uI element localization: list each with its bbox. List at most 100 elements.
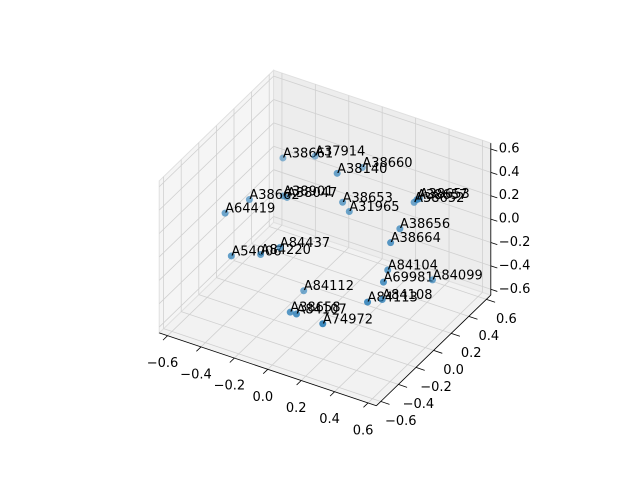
point — [300, 287, 308, 295]
tick-mark — [329, 391, 335, 397]
point — [279, 154, 287, 162]
point-label: A84437 — [280, 236, 330, 251]
point-label: A84107 — [296, 303, 346, 318]
point — [221, 209, 229, 217]
grid-line — [273, 145, 491, 220]
grid-line — [273, 122, 491, 197]
tick-mark — [490, 148, 498, 152]
point-label: A38653 — [343, 191, 393, 206]
x-tick-label: −0.4 — [180, 367, 212, 382]
grid-line — [158, 216, 274, 328]
grid-line — [233, 260, 452, 334]
point — [257, 251, 265, 259]
point — [333, 169, 341, 177]
point — [345, 208, 353, 216]
tick-mark — [415, 367, 425, 371]
grid-line — [273, 99, 491, 173]
point-label: A38656 — [400, 217, 450, 232]
x-tick-label: 0.6 — [353, 423, 374, 438]
tick-mark — [296, 380, 302, 386]
x-tick-label: 0.0 — [252, 390, 273, 405]
point-label: A38140 — [337, 162, 387, 177]
grid-line — [158, 122, 274, 234]
point — [410, 198, 418, 206]
tick-mark — [380, 401, 390, 405]
point-label: A38662 — [249, 188, 299, 203]
grid-line — [216, 277, 434, 351]
z-tick-label: 0.4 — [499, 165, 520, 180]
tick-mark — [433, 350, 443, 354]
tick-mark — [398, 384, 408, 388]
y-tick-label: 0.4 — [478, 329, 499, 344]
point-label: A84112 — [304, 279, 354, 294]
y-tick-label: −0.2 — [420, 380, 452, 395]
tick-mark — [451, 333, 461, 337]
grid-line — [163, 328, 381, 402]
point — [428, 276, 436, 284]
point-label: A38657 — [417, 188, 467, 203]
x-tick-label: −0.6 — [147, 356, 179, 371]
grid-line — [198, 294, 417, 368]
point — [384, 266, 392, 274]
point — [292, 310, 300, 318]
grid-line — [158, 169, 274, 281]
z-tick-label: 0.2 — [499, 188, 520, 203]
grid-line — [158, 192, 274, 304]
point-label: A38653 — [420, 187, 470, 202]
z-tick-label: −0.6 — [499, 282, 531, 297]
z-tick-label: 0.0 — [499, 212, 520, 227]
tick-mark — [490, 218, 498, 222]
grid-line — [158, 75, 274, 188]
grid-line — [273, 216, 491, 290]
point-label: A31965 — [349, 200, 399, 215]
grid-line — [251, 243, 469, 317]
tick-mark — [490, 265, 498, 269]
tick-mark — [363, 402, 369, 408]
point-label: A84104 — [388, 259, 438, 274]
tick-mark — [229, 357, 235, 363]
tick-mark — [490, 288, 498, 292]
x-tick-label: 0.2 — [286, 401, 307, 416]
point-label: A37914 — [315, 145, 365, 160]
point-label: A38660 — [362, 156, 412, 171]
tick-mark — [486, 298, 496, 303]
point-label: A38661 — [283, 146, 333, 161]
z-tick-label: 0.6 — [499, 141, 520, 156]
tick-mark — [162, 335, 168, 341]
point-label: A74972 — [323, 312, 373, 327]
grid-line — [158, 146, 274, 258]
point — [378, 296, 386, 304]
y-tick-label: 0.0 — [443, 363, 464, 378]
point-label: A38658 — [290, 301, 340, 316]
point — [339, 198, 347, 206]
z-tick-label: −0.2 — [499, 235, 531, 250]
point — [286, 308, 294, 316]
point — [387, 239, 395, 247]
grid-line — [158, 99, 274, 211]
point — [245, 196, 253, 204]
point-label: A84099 — [432, 268, 482, 283]
grid-line — [273, 169, 491, 243]
point-label: A38901 — [283, 184, 333, 199]
point — [227, 252, 235, 260]
point — [364, 298, 372, 306]
tick-mark — [262, 369, 269, 375]
point-label: A38652 — [414, 191, 464, 206]
point — [319, 320, 327, 328]
grid-line — [273, 75, 491, 150]
grid-line — [181, 311, 399, 385]
y-tick-label: 0.2 — [461, 346, 482, 361]
point — [283, 193, 291, 201]
point-label: A69981 — [383, 271, 433, 286]
z-tick-label: −0.4 — [499, 258, 531, 273]
x-tick-label: −0.2 — [214, 379, 246, 394]
point — [396, 225, 404, 233]
y-axis — [376, 294, 492, 406]
point-label: A84108 — [382, 288, 432, 303]
grid-line — [273, 192, 491, 267]
x-axis — [159, 332, 377, 407]
point — [358, 163, 366, 171]
y-tick-label: −0.4 — [403, 397, 435, 412]
y-tick-label: −0.6 — [385, 414, 417, 429]
